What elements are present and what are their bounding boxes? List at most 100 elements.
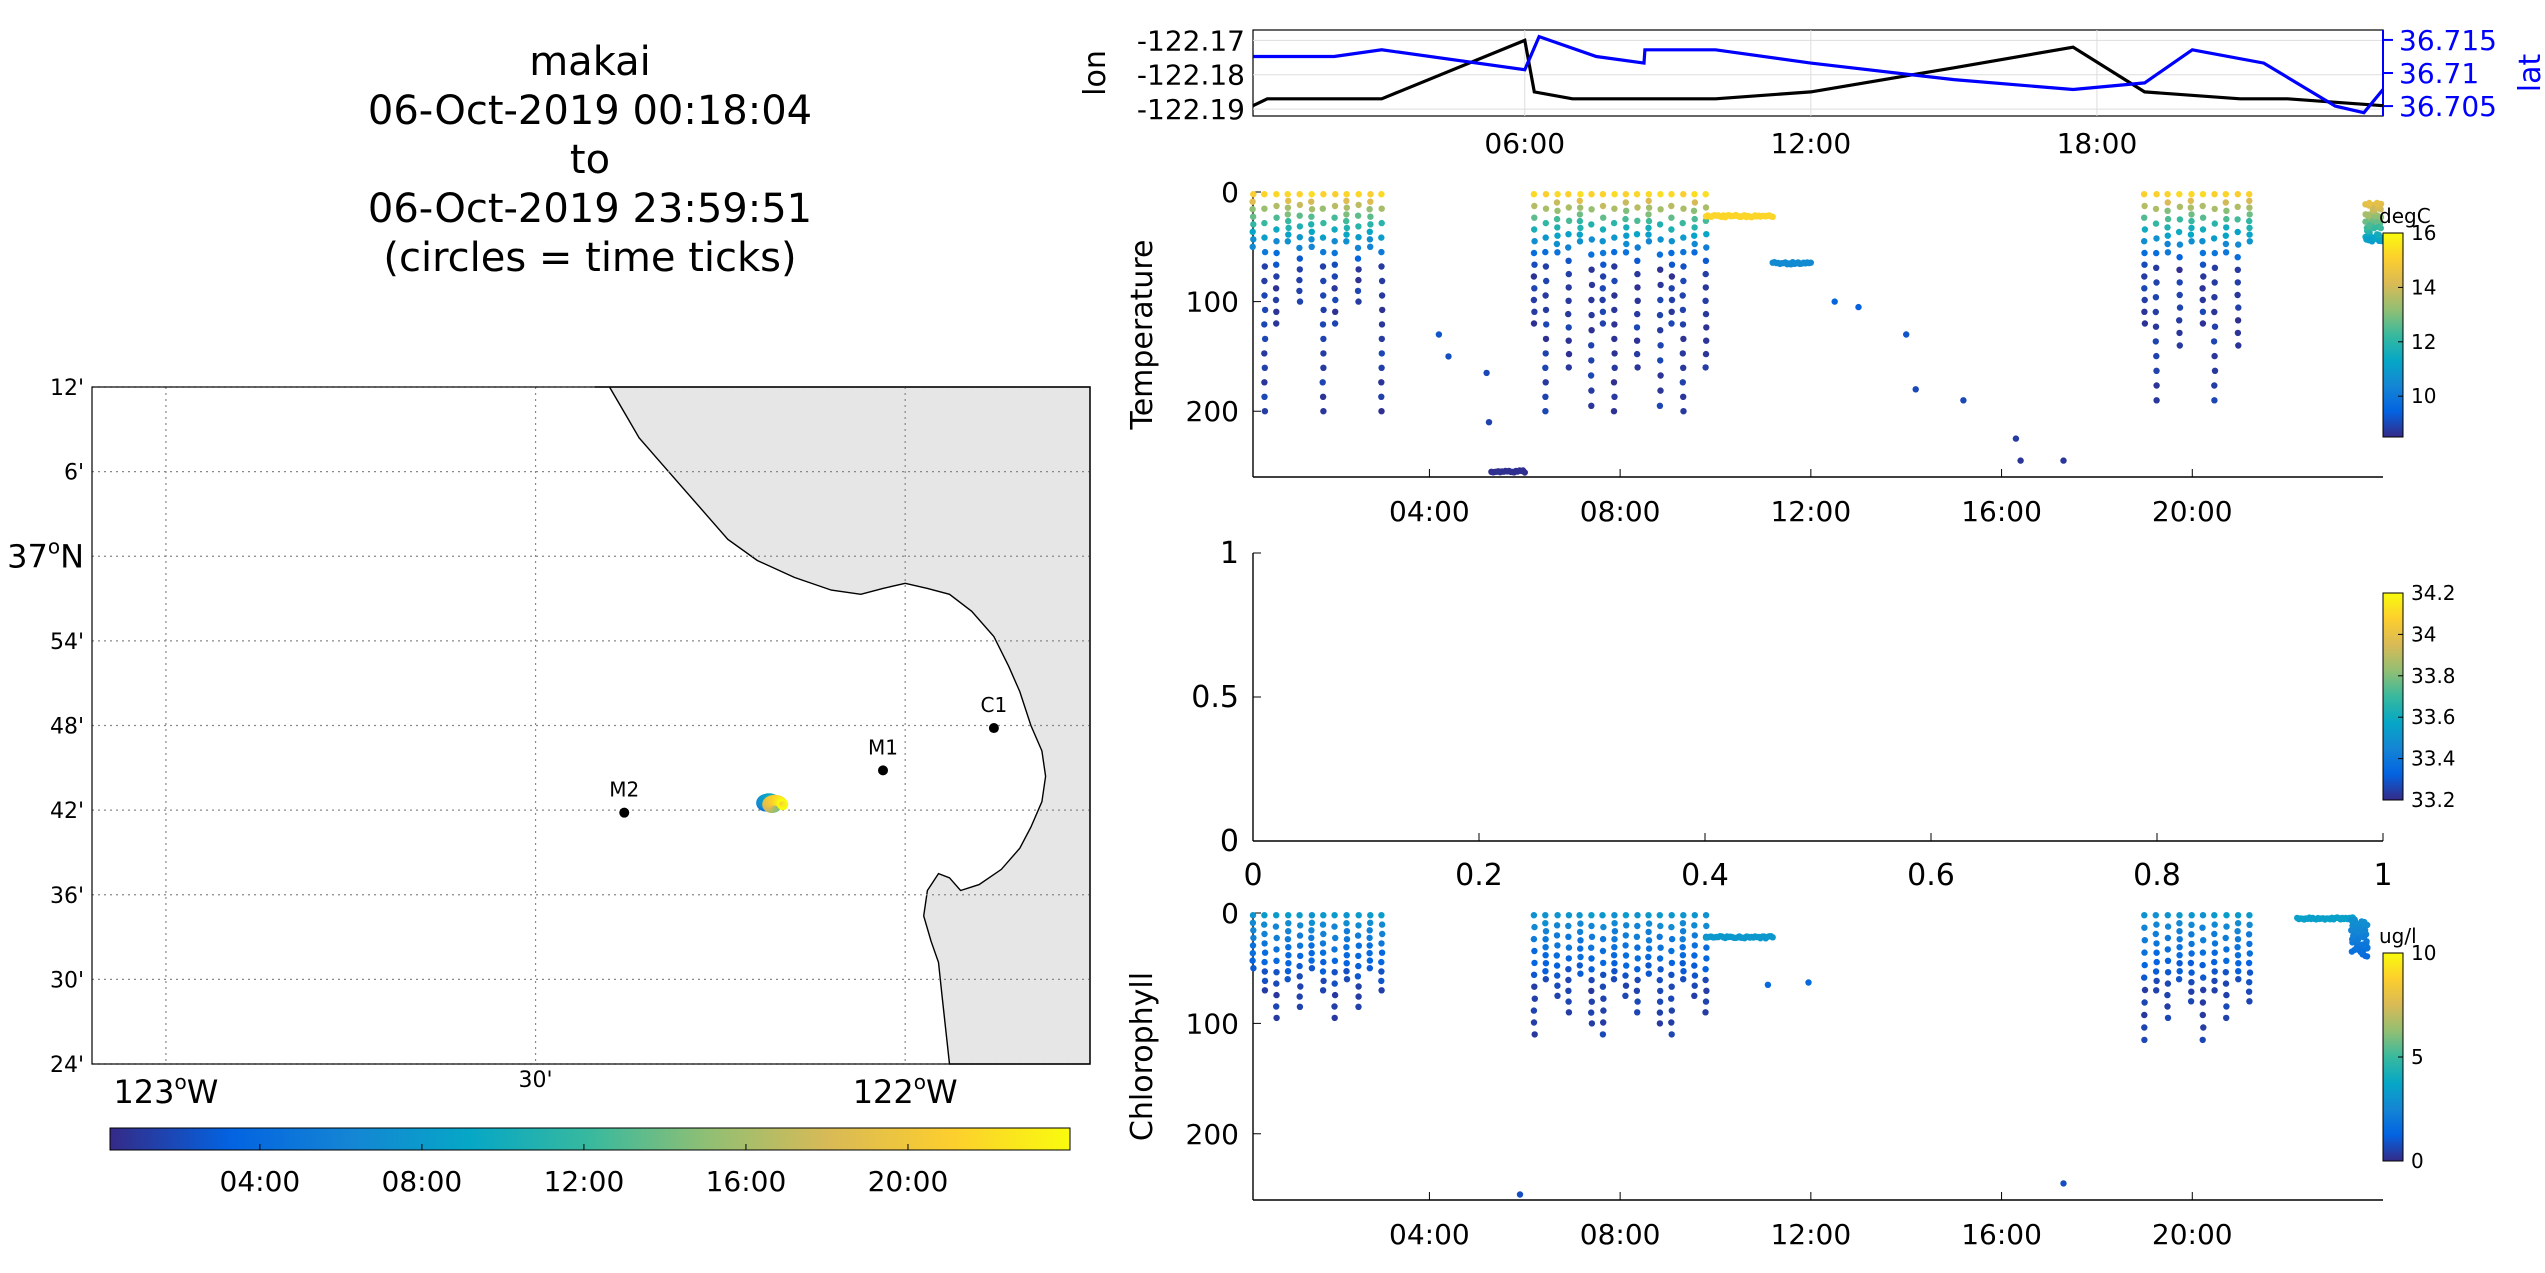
chlorophyll-point-152 bbox=[1577, 945, 1584, 952]
temperature-point-11 bbox=[1261, 234, 1268, 241]
temperature-point-267 bbox=[1656, 221, 1664, 228]
temperature-point-398 bbox=[2211, 191, 2218, 198]
chlorophyll-point-499 bbox=[2361, 941, 2368, 948]
temperature-point-356 bbox=[2153, 397, 2160, 404]
temperature-point-42 bbox=[1285, 231, 1292, 238]
chlorophyll-point-46 bbox=[1308, 912, 1316, 919]
chlorophyll-point-219 bbox=[1657, 966, 1664, 973]
chlorophyll-point-249 bbox=[1691, 952, 1698, 959]
temperature-point-260 bbox=[1645, 211, 1652, 218]
time-colorbar-label-0: 04:00 bbox=[220, 1165, 301, 1198]
temperature-colorbar-tick-label-3: 10 bbox=[2411, 384, 2436, 408]
chlorophyll-point-126 bbox=[1542, 960, 1550, 967]
chlorophyll-point-351 bbox=[2235, 976, 2242, 983]
temperature-point-33 bbox=[1272, 296, 1280, 304]
track-point-39 bbox=[777, 799, 789, 811]
chlorophyll-point-319 bbox=[2200, 986, 2207, 994]
chlorophyll-point-89 bbox=[1355, 983, 1362, 990]
temperature-point-309 bbox=[1691, 199, 1699, 206]
temperature-point-204 bbox=[1587, 372, 1595, 379]
chlorophyll-point-25 bbox=[1273, 1003, 1280, 1010]
temperature-point-158 bbox=[1542, 364, 1549, 371]
temperature-point-253 bbox=[1633, 324, 1641, 331]
chlorophyll-point-231 bbox=[1668, 983, 1675, 990]
temperature-point-310 bbox=[1690, 207, 1698, 214]
temperature-point-220 bbox=[1611, 205, 1618, 212]
temperature-point-295 bbox=[1680, 234, 1687, 241]
temperature-point-67 bbox=[1320, 248, 1327, 256]
temperature-point-268 bbox=[1657, 236, 1664, 243]
chlorophyll-point-437 bbox=[1516, 1191, 1524, 1198]
chlorophyll-point-335 bbox=[2222, 934, 2229, 942]
chlorophyll-point-338 bbox=[2222, 969, 2229, 976]
temperature-point-195 bbox=[1588, 236, 1596, 243]
station-marker-m2 bbox=[619, 807, 630, 818]
temperature-point-322 bbox=[1702, 270, 1709, 278]
temperature-point-345 bbox=[2153, 235, 2160, 242]
chlorophyll-point-116 bbox=[1531, 995, 1539, 1002]
chlorophyll-point-149 bbox=[1577, 920, 1584, 927]
temperature-point-224 bbox=[1611, 263, 1618, 270]
chlorophyll-point-218 bbox=[1656, 955, 1664, 962]
temperature-point-522 bbox=[1521, 469, 1529, 476]
chlorophyll-point-113 bbox=[1531, 959, 1538, 967]
chlorophyll-point-506 bbox=[2361, 921, 2368, 928]
chlorophyll-point-130 bbox=[1553, 922, 1561, 929]
chlorophyll-point-135 bbox=[1554, 972, 1561, 979]
chlorophyll-point-314 bbox=[2199, 924, 2206, 931]
temperature-point-272 bbox=[1657, 296, 1664, 304]
temperature-point-316 bbox=[1702, 191, 1709, 198]
chlorophyll-point-258 bbox=[1703, 955, 1710, 962]
temperature-point-183 bbox=[1565, 364, 1573, 371]
chlorophyll-x-tick-label-4: 20:00 bbox=[2152, 1218, 2233, 1251]
chlorophyll-point-36 bbox=[1296, 912, 1303, 919]
temperature-point-19 bbox=[1261, 350, 1268, 357]
temperature-point-54 bbox=[1296, 298, 1304, 305]
temperature-point-391 bbox=[2199, 249, 2207, 257]
temperature-point-405 bbox=[2211, 294, 2218, 301]
temperature-point-437 bbox=[2246, 211, 2253, 218]
chlorophyll-point-312 bbox=[2187, 998, 2195, 1005]
chlorophyll-point-239 bbox=[1679, 936, 1686, 943]
chlorophyll-point-358 bbox=[2246, 969, 2254, 976]
chlorophyll-point-234 bbox=[1668, 1019, 1675, 1026]
temperature-point-413 bbox=[2222, 191, 2229, 198]
temperature-point-7 bbox=[1249, 243, 1256, 250]
temperature-point-240 bbox=[1623, 232, 1630, 239]
position-lon-tick-label-1: -122.18 bbox=[1137, 59, 1245, 92]
chlorophyll-point-264 bbox=[2141, 912, 2148, 919]
temperature-point-311 bbox=[1691, 215, 1698, 223]
chlorophyll-point-148 bbox=[1576, 912, 1583, 919]
chlorophyll-point-272 bbox=[2141, 1011, 2148, 1019]
chlorophyll-point-323 bbox=[2199, 1036, 2206, 1044]
temperature-point-193 bbox=[1588, 206, 1595, 213]
chlorophyll-point-73 bbox=[1343, 912, 1350, 919]
map-tick-labels: 123oW 30' 122oW 12' 6' 37oN 54' 48' 42' 36' 30' 24' bbox=[7, 376, 958, 1111]
chlorophyll-point-327 bbox=[2211, 940, 2219, 947]
temperature-point-366 bbox=[2176, 203, 2184, 210]
temperature-point-384 bbox=[2187, 231, 2195, 238]
temperature-point-403 bbox=[2211, 264, 2219, 271]
chlorophyll-point-48 bbox=[1308, 927, 1315, 934]
temperature-point-274 bbox=[1657, 327, 1664, 334]
temperature-point-150 bbox=[1542, 248, 1549, 256]
chlorophyll-point-241 bbox=[1679, 952, 1687, 959]
temperature-point-32 bbox=[1272, 285, 1280, 292]
temperature-point-196 bbox=[1588, 251, 1595, 258]
temperature-point-298 bbox=[1680, 277, 1687, 285]
temperature-point-408 bbox=[2210, 338, 2218, 345]
temperature-point-301 bbox=[1679, 321, 1687, 328]
chlorophyll-point-350 bbox=[2235, 968, 2242, 975]
temperature-point-297 bbox=[1680, 263, 1687, 270]
lon-series-line bbox=[1252, 38, 2384, 108]
temperature-point-198 bbox=[1588, 281, 1596, 289]
temperature-point-292 bbox=[1680, 191, 1687, 198]
chlorophyll-point-254 bbox=[1702, 912, 1710, 919]
chlorophyll-point-101 bbox=[1378, 921, 1386, 928]
temperature-point-584 bbox=[2377, 214, 2384, 221]
chlorophyll-point-41 bbox=[1296, 962, 1303, 970]
temperature-point-270 bbox=[1657, 266, 1664, 273]
temperature-point-426 bbox=[2234, 254, 2241, 261]
chlorophyll-point-70 bbox=[1331, 991, 1339, 999]
